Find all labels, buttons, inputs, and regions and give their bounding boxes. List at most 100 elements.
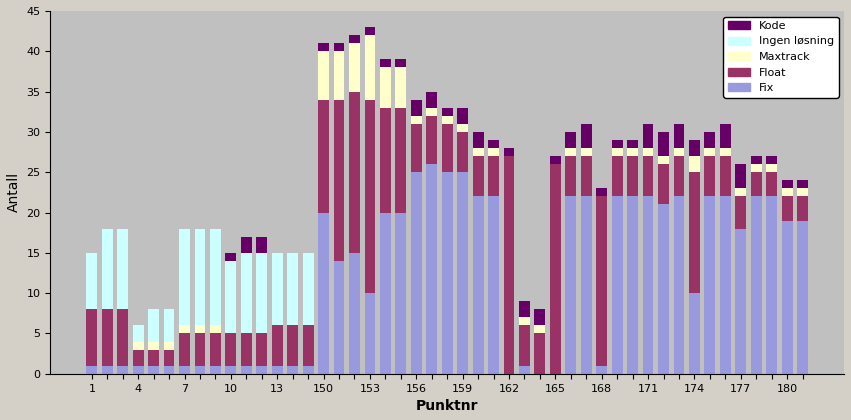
Bar: [735, 164, 746, 188]
Bar: [349, 253, 360, 374]
Bar: [597, 197, 607, 366]
Bar: [643, 156, 654, 197]
Bar: [133, 366, 144, 374]
Bar: [550, 164, 561, 374]
Bar: [380, 213, 391, 374]
Bar: [612, 148, 623, 156]
Bar: [426, 164, 437, 374]
Bar: [349, 35, 360, 43]
Bar: [411, 124, 422, 172]
Bar: [751, 164, 762, 172]
Bar: [87, 253, 97, 309]
Bar: [442, 172, 453, 374]
Bar: [735, 197, 746, 228]
Bar: [195, 228, 205, 326]
Bar: [766, 197, 777, 374]
Bar: [364, 100, 375, 293]
Bar: [565, 132, 576, 148]
Bar: [117, 228, 129, 309]
Bar: [148, 366, 159, 374]
Bar: [782, 197, 792, 220]
Bar: [87, 309, 97, 366]
Bar: [163, 349, 174, 366]
X-axis label: Punktnr: Punktnr: [416, 399, 478, 413]
Bar: [457, 132, 468, 172]
Bar: [102, 366, 112, 374]
Bar: [597, 188, 607, 197]
Bar: [271, 366, 283, 374]
Bar: [705, 148, 716, 156]
Bar: [380, 67, 391, 108]
Bar: [288, 366, 298, 374]
Bar: [751, 197, 762, 374]
Bar: [519, 318, 530, 326]
Bar: [133, 326, 144, 341]
Bar: [396, 67, 406, 108]
Bar: [534, 326, 545, 333]
Bar: [334, 43, 345, 51]
Bar: [226, 366, 237, 374]
Bar: [396, 108, 406, 213]
Bar: [195, 333, 205, 366]
Bar: [689, 293, 700, 374]
Bar: [673, 156, 684, 197]
Bar: [627, 197, 638, 374]
Bar: [318, 43, 329, 51]
Bar: [241, 366, 252, 374]
Bar: [210, 228, 221, 326]
Bar: [442, 116, 453, 124]
Legend: Kode, Ingen løsning, Maxtrack, Float, Fix: Kode, Ingen løsning, Maxtrack, Float, Fi…: [723, 16, 838, 97]
Bar: [550, 156, 561, 164]
Bar: [271, 326, 283, 366]
Bar: [241, 253, 252, 333]
Bar: [766, 172, 777, 197]
Bar: [349, 43, 360, 92]
Bar: [519, 301, 530, 318]
Bar: [411, 172, 422, 374]
Bar: [195, 326, 205, 333]
Bar: [612, 156, 623, 197]
Bar: [534, 333, 545, 374]
Bar: [210, 333, 221, 366]
Bar: [148, 341, 159, 349]
Bar: [380, 59, 391, 67]
Bar: [581, 156, 591, 197]
Bar: [705, 156, 716, 197]
Bar: [148, 349, 159, 366]
Bar: [627, 156, 638, 197]
Bar: [751, 156, 762, 164]
Bar: [163, 341, 174, 349]
Bar: [612, 197, 623, 374]
Bar: [133, 349, 144, 366]
Bar: [334, 261, 345, 374]
Bar: [504, 156, 514, 374]
Bar: [689, 140, 700, 156]
Bar: [133, 341, 144, 349]
Bar: [102, 309, 112, 366]
Bar: [488, 156, 499, 197]
Bar: [117, 366, 129, 374]
Bar: [720, 124, 731, 148]
Bar: [396, 213, 406, 374]
Bar: [426, 116, 437, 164]
Bar: [658, 156, 669, 164]
Bar: [288, 326, 298, 366]
Bar: [303, 253, 313, 326]
Y-axis label: Antall: Antall: [7, 172, 21, 213]
Bar: [766, 156, 777, 164]
Bar: [797, 188, 808, 197]
Bar: [318, 213, 329, 374]
Bar: [179, 333, 190, 366]
Bar: [673, 197, 684, 374]
Bar: [426, 108, 437, 116]
Bar: [720, 148, 731, 156]
Bar: [658, 132, 669, 156]
Bar: [797, 220, 808, 374]
Bar: [179, 326, 190, 333]
Bar: [303, 326, 313, 366]
Bar: [751, 172, 762, 197]
Bar: [87, 366, 97, 374]
Bar: [627, 140, 638, 148]
Bar: [256, 237, 267, 253]
Bar: [534, 309, 545, 326]
